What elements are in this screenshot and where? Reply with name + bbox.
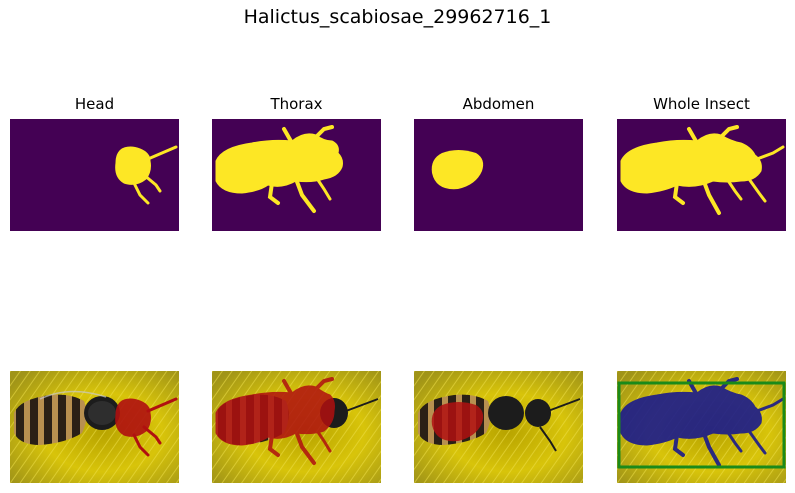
thorax-mask-image (212, 119, 381, 231)
column-title-thorax: Thorax (270, 95, 323, 113)
thorax-mask-panel (212, 119, 381, 231)
figure-title: Halictus_scabiosae_29962716_1 (243, 6, 552, 28)
head-overlay-panel (10, 371, 179, 483)
whole-insect-overlay-image (617, 371, 786, 483)
whole-insect-overlay-panel (617, 371, 786, 483)
whole-insect-mask-panel (617, 119, 786, 231)
abdomen-mask-image (414, 119, 583, 231)
head-overlay-image (10, 371, 179, 483)
bounding-box (617, 381, 786, 469)
whole-insect-mask-image (617, 119, 786, 231)
head-mask-panel (10, 119, 179, 231)
column-title-head: Head (74, 95, 115, 113)
thorax-overlay-panel (212, 371, 381, 483)
abdomen-overlay-image (414, 371, 583, 483)
thorax-overlay-image (212, 371, 381, 483)
column-title-whole-insect: Whole Insect (653, 95, 750, 113)
head-mask-image (10, 119, 179, 231)
abdomen-overlay-panel (414, 371, 583, 483)
column-title-abdomen: Abdomen (462, 95, 535, 113)
abdomen-mask-panel (414, 119, 583, 231)
